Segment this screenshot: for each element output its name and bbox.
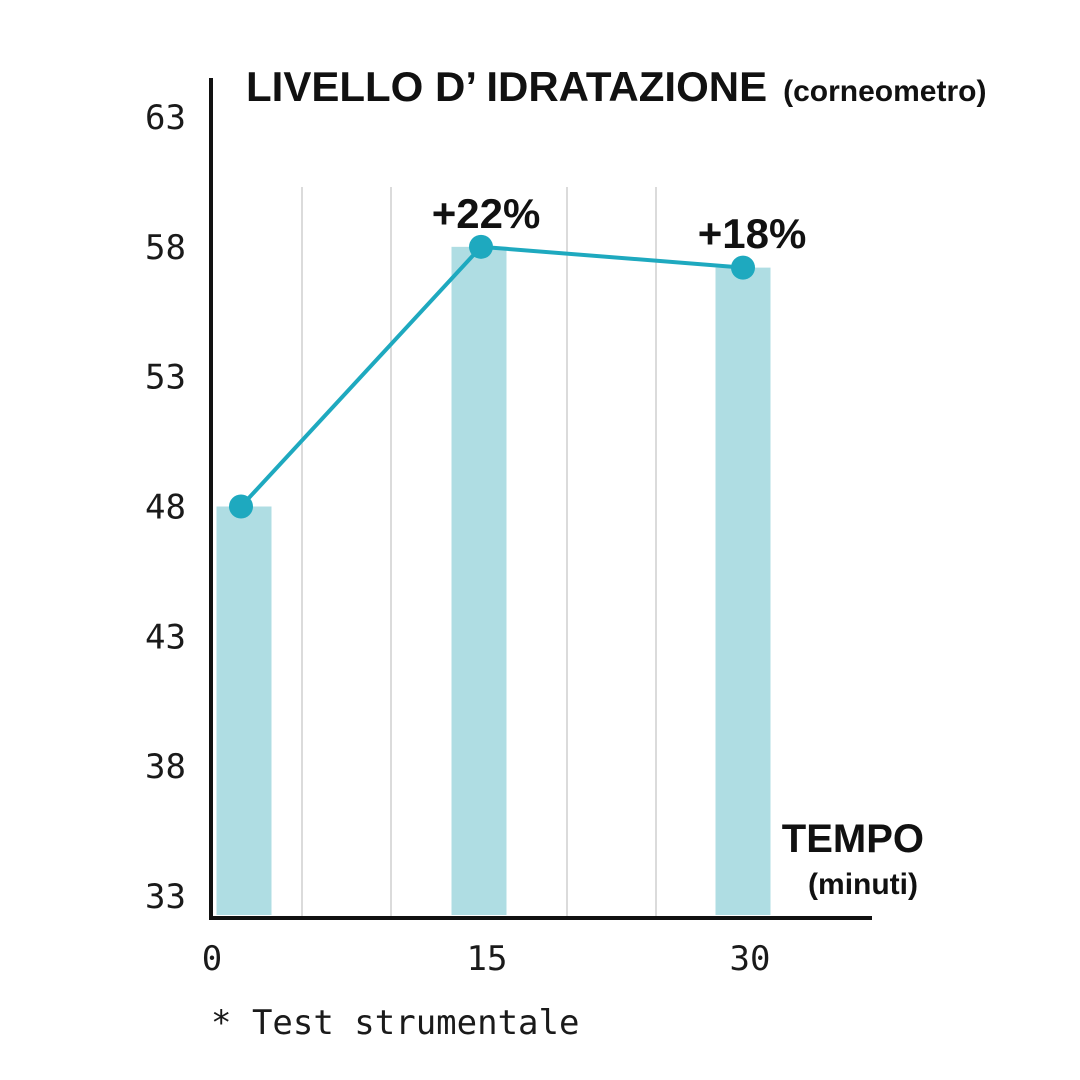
y-tick-label: 43	[145, 617, 186, 657]
chart-title-note: (corneometro)	[783, 75, 986, 108]
x-tick-label: 15	[467, 939, 508, 979]
x-axis-title-note: (minuti)	[808, 868, 918, 901]
data-labels: +22% +18%	[432, 190, 807, 257]
axes	[209, 78, 872, 920]
x-axis-title: TEMPO	[782, 817, 924, 861]
x-tick-labels: 0 15 30	[202, 939, 771, 979]
point-0	[229, 494, 253, 519]
chart-title-main: LIVELLO D’ IDRATAZIONE	[246, 63, 767, 110]
series-line	[229, 234, 755, 519]
bar-30	[715, 267, 771, 915]
y-tick-labels: 63 58 53 48 43 38 33	[145, 98, 186, 917]
bar-0	[216, 506, 272, 915]
point-15	[469, 234, 493, 259]
footnote: * Test strumentale	[211, 1003, 579, 1043]
x-tick-label: 30	[730, 939, 771, 979]
bars	[216, 246, 771, 916]
data-label: +18%	[698, 210, 807, 257]
y-tick-label: 33	[145, 877, 186, 917]
chart-title: LIVELLO D’ IDRATAZIONE (corneometro)	[246, 63, 986, 110]
y-tick-label: 38	[145, 747, 186, 787]
grid-lines	[301, 187, 657, 918]
bar-15	[451, 246, 507, 916]
data-label: +22%	[432, 190, 541, 237]
y-tick-label: 48	[145, 488, 186, 528]
y-tick-label: 58	[145, 228, 186, 268]
x-tick-label: 0	[202, 939, 222, 979]
point-30	[731, 255, 755, 280]
y-tick-label: 53	[145, 358, 186, 398]
y-tick-label: 63	[145, 98, 186, 138]
